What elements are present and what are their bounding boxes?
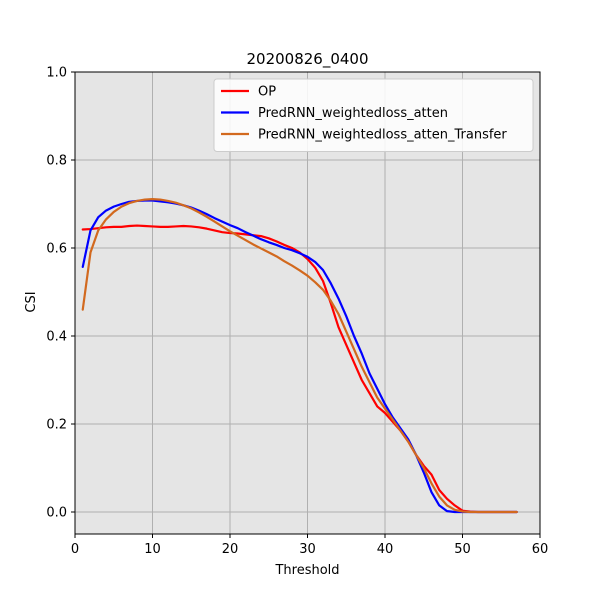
y-tick-label: 0.2 [46,418,67,433]
legend: OP PredRNN_weightedloss_atten PredRNN_weig… [213,78,534,152]
chart-title: 20200826_0400 [246,50,368,69]
x-axis-label: Threshold [274,563,339,578]
y-axis-ticks: 0.0 0.2 0.4 0.6 0.8 1.0 [46,66,75,521]
y-tick-label: 0.6 [46,242,67,257]
x-tick-label: 0 [71,542,79,557]
x-tick-label: 20 [222,542,239,557]
x-tick-label: 10 [144,542,161,557]
y-tick-label: 1.0 [46,66,67,81]
series-lines [81,198,518,514]
x-tick-label: 60 [532,542,549,557]
x-tick-label: 30 [299,542,316,557]
x-tick-label: 40 [377,542,394,557]
y-axis-label: CSI [24,291,39,312]
x-tick-label: 50 [454,542,471,557]
y-tick-label: 0.0 [46,506,67,521]
legend-entry: PredRNN_weightedloss_atten_Transfer [258,128,507,143]
y-tick-label: 0.8 [46,154,67,169]
y-tick-label: 0.4 [46,330,67,345]
series-line-3 [81,198,518,514]
series-line-2 [81,199,518,514]
legend-entry: OP [258,85,276,100]
legend-box [213,78,534,152]
legend-entry: PredRNN_weightedloss_atten [258,106,448,121]
x-axis-ticks: 0 10 20 30 40 50 60 [71,534,548,557]
